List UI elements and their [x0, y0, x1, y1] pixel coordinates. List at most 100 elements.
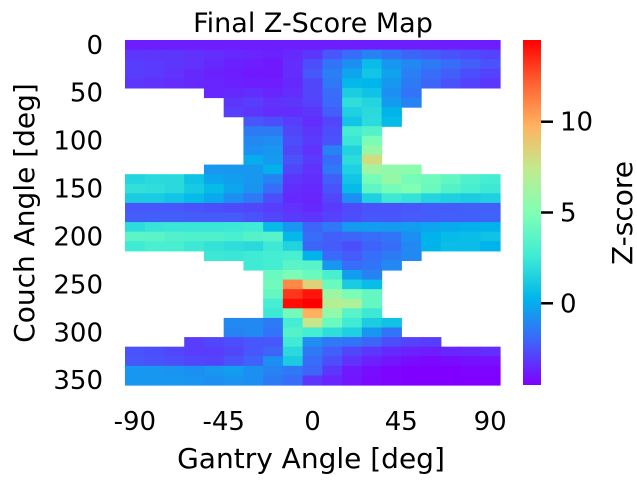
heatmap-cell	[223, 40, 245, 51]
heatmap-cell	[223, 337, 245, 348]
heatmap-cell	[322, 260, 343, 271]
y-axis-ticks: 0 50 100 150 200 250 300 350	[53, 31, 103, 396]
heatmap-cell	[401, 59, 422, 70]
heatmap-cell	[401, 164, 422, 175]
heatmap-cell	[322, 87, 343, 99]
heatmap-cell	[342, 193, 363, 204]
heatmap-cell	[480, 365, 501, 377]
heatmap-cell	[342, 155, 363, 166]
heatmap-cell	[421, 222, 442, 233]
heatmap-cell	[401, 78, 422, 89]
heatmap-cell	[263, 308, 284, 319]
heatmap-cell	[203, 250, 225, 262]
heatmap-cell	[381, 346, 402, 357]
heatmap-cell	[263, 202, 284, 214]
heatmap-cell	[223, 231, 245, 242]
heatmap-cell	[203, 337, 225, 348]
heatmap-cell	[282, 356, 304, 367]
heatmap-cell	[223, 365, 245, 377]
heatmap-cell	[460, 356, 481, 367]
heatmap-cell	[480, 346, 501, 357]
heatmap-cell	[144, 241, 166, 252]
heatmap-cell	[322, 97, 343, 108]
heatmap-cell	[184, 49, 205, 60]
heatmap-cell	[243, 174, 264, 185]
heatmap-cell	[460, 49, 481, 60]
colorbar-label: Z-score	[606, 161, 637, 265]
heatmap-cell	[203, 365, 225, 377]
y-tick-label: 200	[53, 222, 103, 252]
heatmap-cell	[223, 174, 245, 185]
heatmap-cell	[184, 241, 205, 252]
heatmap-cell	[164, 59, 185, 70]
heatmap-cell	[342, 375, 363, 386]
heatmap-cell	[460, 222, 481, 233]
x-tick-label: 45	[385, 407, 418, 437]
heatmap-cell	[361, 183, 383, 194]
heatmap-cell	[203, 375, 225, 386]
heatmap-cell	[381, 212, 402, 223]
heatmap-cell	[361, 212, 383, 223]
heatmap-cell	[440, 174, 462, 185]
heatmap-cell	[381, 116, 402, 127]
heatmap-cell	[144, 174, 166, 185]
colorbar-tick-label: 10	[560, 108, 593, 138]
heatmap-cell	[322, 183, 343, 194]
heatmap-cell	[125, 212, 146, 223]
heatmap-cell	[401, 87, 422, 99]
heatmap-cell	[164, 183, 185, 194]
heatmap-cell	[184, 59, 205, 70]
heatmap-cell	[203, 183, 225, 194]
heatmap-cell	[361, 202, 383, 214]
heatmap-cell	[282, 270, 304, 281]
heatmap-cell	[184, 346, 205, 357]
heatmap-cell	[421, 59, 442, 70]
heatmap-cell	[243, 183, 264, 194]
heatmap-cell	[322, 231, 343, 242]
heatmap-cell	[203, 193, 225, 204]
heatmap-cell	[322, 145, 343, 156]
heatmap-cell	[263, 365, 284, 377]
heatmap-cell	[223, 193, 245, 204]
heatmap-cell	[401, 356, 422, 367]
heatmap-cell	[184, 212, 205, 223]
heatmap-cell	[184, 337, 205, 348]
heatmap-cell	[381, 375, 402, 386]
heatmap-cell	[263, 289, 284, 300]
heatmap-cell	[322, 126, 343, 137]
heatmap-cell	[342, 174, 363, 185]
heatmap-cell	[125, 202, 146, 214]
heatmap-cell	[203, 174, 225, 185]
heatmap-cell	[282, 212, 304, 223]
heatmap-cell	[342, 241, 363, 252]
heatmap-cell	[421, 202, 442, 214]
heatmap-cell	[125, 40, 146, 51]
heatmap-cell	[460, 193, 481, 204]
heatmap-cell	[401, 68, 422, 79]
heatmap-cell	[223, 97, 245, 108]
y-tick-label: 150	[53, 175, 103, 205]
heatmap-cell	[282, 260, 304, 271]
heatmap-cell	[282, 289, 304, 300]
heatmap-cell	[440, 202, 462, 214]
heatmap-cell	[243, 346, 264, 357]
heatmap-cell	[381, 356, 402, 367]
heatmap-cell	[302, 346, 323, 357]
chart-title: Final Z-Score Map	[193, 8, 433, 39]
heatmap-cell	[361, 279, 383, 290]
heatmap-cell	[243, 317, 264, 329]
heatmap-cell	[203, 49, 225, 60]
heatmap-cell	[361, 59, 383, 70]
heatmap-cell	[223, 183, 245, 194]
heatmap-cell	[282, 346, 304, 357]
heatmap-cell	[460, 365, 481, 377]
heatmap-cell	[263, 107, 284, 118]
heatmap-cell	[203, 87, 225, 99]
heatmap-cell	[381, 241, 402, 252]
heatmap-cell	[282, 337, 304, 348]
heatmap-cell	[243, 116, 264, 127]
heatmap-cell	[460, 78, 481, 89]
heatmap-cell	[322, 107, 343, 118]
heatmap-cell	[243, 145, 264, 156]
heatmap-cell	[480, 212, 501, 223]
